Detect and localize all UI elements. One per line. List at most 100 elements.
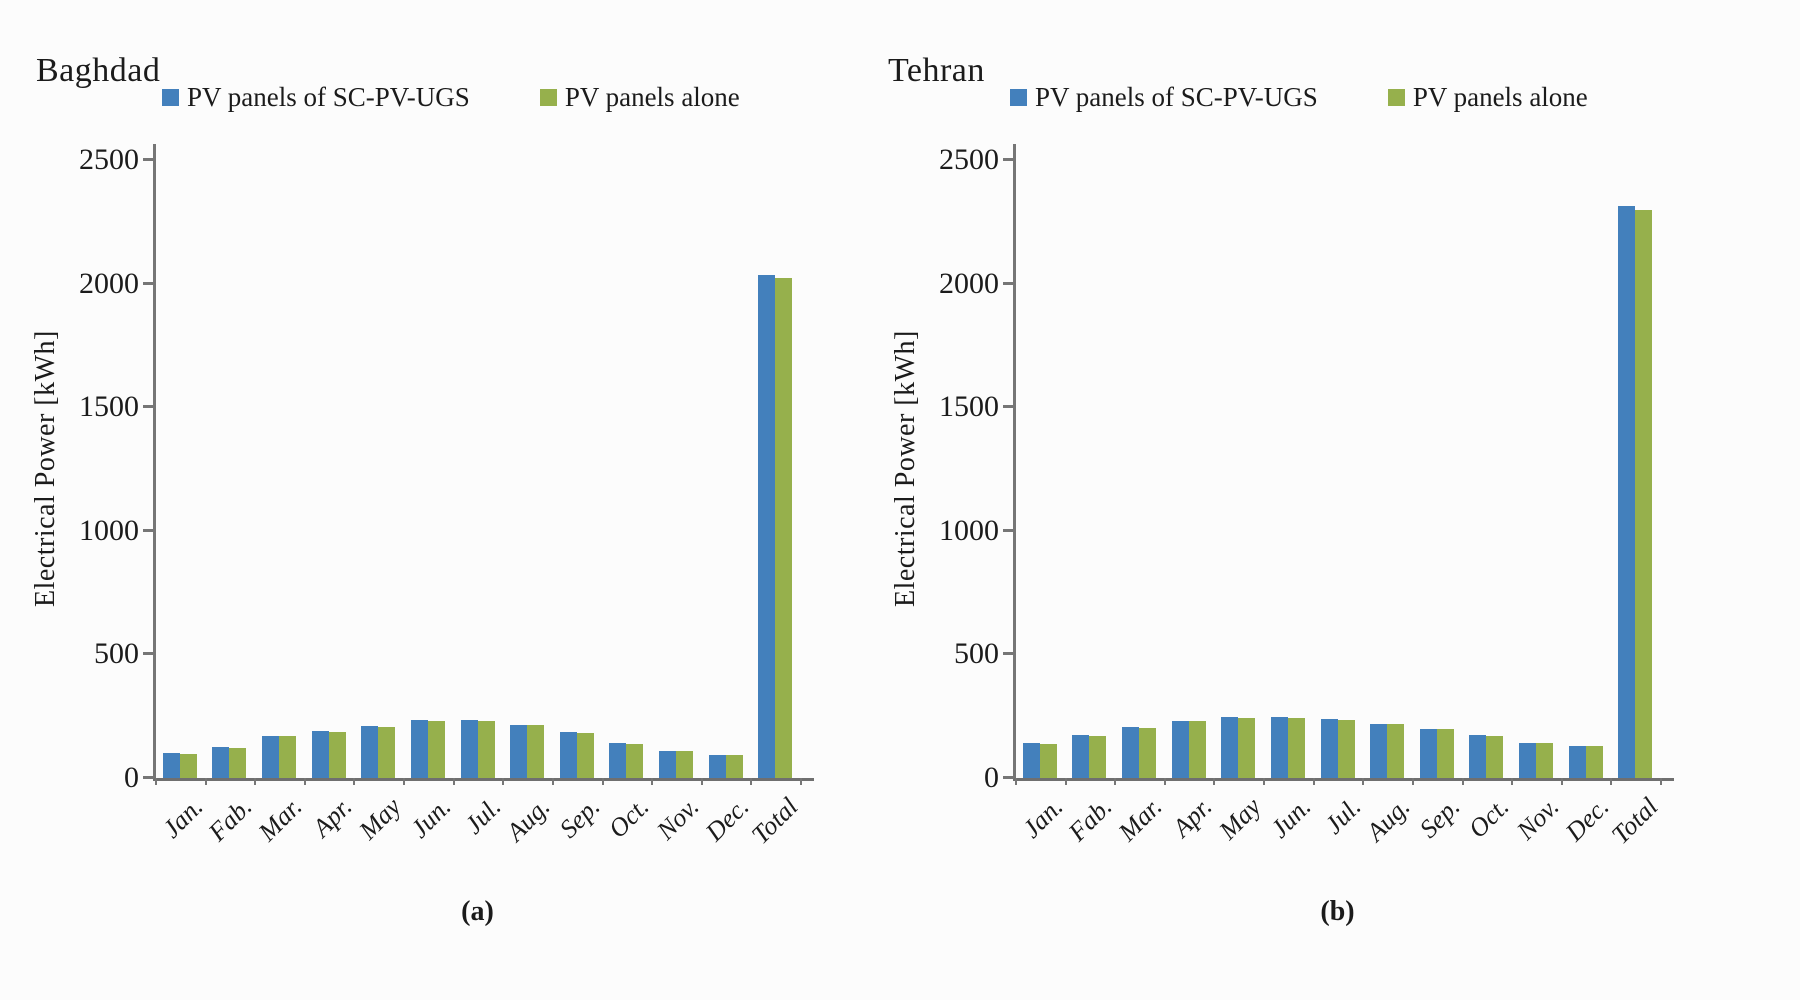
bar-alone <box>576 732 594 778</box>
bar-sc-pv-ugs <box>361 726 379 778</box>
y-tick-label: 1500 <box>939 390 999 424</box>
bar-alone <box>775 278 793 778</box>
bar-alone <box>1585 746 1603 778</box>
x-axis-line <box>1013 778 1674 781</box>
bar-sc-pv-ugs <box>262 735 280 778</box>
y-tick-label: 0 <box>124 761 139 794</box>
bar-alone <box>1188 721 1206 778</box>
plot-area: 0 500 1000 1500 2000 2500 Jan. Fab. Mar. Apr. May J… <box>0 0 860 1000</box>
bar-alone <box>229 747 247 778</box>
y-tick-label: 2500 <box>79 143 139 176</box>
x-tick-mark-icon <box>1610 778 1613 785</box>
y-tick-mark-icon <box>1003 158 1014 161</box>
x-tick-mark-icon <box>1114 778 1117 785</box>
bar-sc-pv-ugs <box>559 732 577 778</box>
x-tick-mark-icon <box>651 778 654 785</box>
x-tick-mark-icon <box>1362 778 1365 785</box>
x-tick-mark-icon <box>353 778 356 785</box>
bar-alone <box>675 751 693 778</box>
bar-sc-pv-ugs <box>1618 205 1636 778</box>
y-tick-label: 1000 <box>939 513 999 547</box>
plot-area: 0 500 1000 1500 2000 2500 Jan. Fab. Mar. Apr. May J… <box>860 0 1800 1000</box>
y-tick-mark-icon <box>143 405 154 409</box>
bar-sc-pv-ugs <box>1518 742 1536 778</box>
x-tick-mark-icon <box>1213 778 1216 785</box>
bar-sc-pv-ugs <box>1171 720 1189 778</box>
bar-sc-pv-ugs <box>1568 745 1586 778</box>
bar-alone <box>1387 724 1405 778</box>
legend-label: PV panels alone <box>1412 82 1588 112</box>
chart-title: Tehran <box>888 52 985 89</box>
legend-item: PV panels alone <box>1387 82 1588 113</box>
x-tick-mark-icon <box>1511 778 1514 785</box>
bar-sc-pv-ugs <box>1270 717 1288 778</box>
legend-swatch-alone-icon <box>539 89 557 106</box>
bar-sc-pv-ugs <box>311 731 329 778</box>
bar-sc-pv-ugs <box>1122 727 1140 778</box>
bar-alone <box>1486 735 1504 778</box>
chart-title: Baghdad <box>36 52 161 89</box>
bar-sc-pv-ugs <box>162 753 180 778</box>
y-axis-line <box>1013 144 1016 779</box>
bar-alone <box>1238 717 1256 778</box>
bar-alone <box>378 726 396 778</box>
bar-alone <box>626 743 644 778</box>
x-tick-mark-icon <box>502 778 505 785</box>
legend-swatch-sc-pv-ugs-icon <box>162 89 179 106</box>
x-tick-mark-icon <box>1560 778 1563 785</box>
y-tick-label: 2000 <box>79 266 139 300</box>
y-tick-label: 2000 <box>939 266 999 300</box>
bar-alone <box>179 753 197 778</box>
x-tick-mark-icon <box>204 778 207 785</box>
y-tick-mark-icon <box>143 776 154 779</box>
x-tick-mark-icon <box>254 778 257 785</box>
bar-sc-pv-ugs <box>1072 735 1090 778</box>
y-tick-label: 2500 <box>939 143 999 176</box>
panel-caption: (a) <box>461 896 494 927</box>
x-tick-mark-icon <box>1015 778 1017 785</box>
chart-panel-tehran: Tehran PV panels of SC-PV-UGS PV panels … <box>860 0 1800 1000</box>
y-tick-mark-icon <box>1003 405 1014 409</box>
x-tick-mark-icon <box>1660 778 1662 785</box>
bar-sc-pv-ugs <box>212 747 230 778</box>
x-tick-mark-icon <box>452 778 455 785</box>
y-tick-mark-icon <box>1003 776 1014 779</box>
legend-item: PV panels alone <box>539 82 740 113</box>
x-tick-mark-icon <box>303 778 306 785</box>
bar-alone <box>1436 729 1454 778</box>
y-axis-line <box>153 144 156 779</box>
bar-alone <box>1039 743 1057 778</box>
bar-sc-pv-ugs <box>609 743 627 778</box>
x-tick-mark-icon <box>403 778 406 785</box>
bar-alone <box>477 720 495 778</box>
legend-item: PV panels of SC-PV-UGS <box>162 82 470 113</box>
bar-sc-pv-ugs <box>1221 717 1239 778</box>
y-tick-mark-icon <box>143 528 154 532</box>
bar-sc-pv-ugs <box>758 274 776 778</box>
bar-alone <box>1337 719 1355 778</box>
x-tick-mark-icon <box>700 778 703 785</box>
y-tick-mark-icon <box>143 158 154 161</box>
x-tick-mark-icon <box>750 778 753 785</box>
bar-sc-pv-ugs <box>708 754 726 778</box>
legend-label: PV panels of SC-PV-UGS <box>187 82 470 112</box>
y-tick-mark-icon <box>143 652 154 656</box>
x-axis-line <box>153 778 814 781</box>
bar-alone <box>1287 717 1305 778</box>
y-tick-mark-icon <box>1003 652 1014 656</box>
legend: PV panels of SC-PV-UGS PV panels alone <box>1010 82 1588 113</box>
legend-label: PV panels of SC-PV-UGS <box>1035 82 1318 112</box>
y-tick-label: 500 <box>94 637 139 671</box>
x-tick-mark-icon <box>800 778 802 785</box>
legend-swatch-sc-pv-ugs-icon <box>1010 89 1027 106</box>
panel-caption: (b) <box>1320 896 1355 927</box>
bar-alone <box>427 720 445 778</box>
bar-alone <box>1089 735 1107 778</box>
bar-alone <box>279 736 297 778</box>
bar-alone <box>1139 727 1157 778</box>
x-tick-mark-icon <box>1461 778 1464 785</box>
legend-label: PV panels alone <box>564 82 740 112</box>
bar-alone <box>328 731 346 778</box>
x-tick-mark-icon <box>551 778 554 785</box>
